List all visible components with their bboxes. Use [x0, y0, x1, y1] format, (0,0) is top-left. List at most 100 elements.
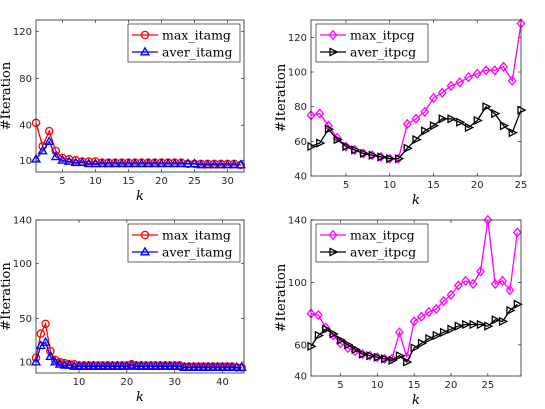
- data-point: [83, 158, 94, 168]
- x-tick-label: 5: [343, 180, 349, 191]
- data-point: [484, 321, 494, 331]
- data-point: [421, 126, 431, 136]
- y-tick-label: 50: [19, 314, 32, 325]
- legend-label: max_itamg: [162, 28, 231, 43]
- x-tick-label: 20: [155, 176, 168, 187]
- x-axis-label: k: [412, 393, 420, 408]
- data-point: [403, 143, 413, 153]
- data-point: [412, 134, 422, 145]
- y-axis-label: #Iteration: [0, 61, 14, 130]
- y-tick-label: 40: [294, 172, 307, 183]
- data-point: [491, 108, 501, 119]
- data-point: [388, 355, 398, 366]
- data-point: [366, 351, 376, 361]
- x-tick-label: 10: [73, 377, 86, 388]
- data-point: [498, 316, 509, 327]
- data-point: [358, 349, 369, 359]
- data-point: [512, 227, 522, 238]
- legend-swatch-marker: [139, 46, 151, 56]
- data-point: [45, 351, 56, 361]
- y-tick-label: 10: [19, 156, 32, 167]
- data-point: [439, 295, 449, 307]
- data-point: [40, 336, 51, 346]
- data-point: [464, 122, 475, 133]
- y-tick-label: 40: [19, 121, 32, 132]
- data-point: [499, 121, 510, 131]
- legend-swatch-marker: [139, 246, 151, 256]
- y-tick-label: 100: [288, 68, 307, 79]
- legend-box: [315, 23, 429, 63]
- panel-top-right: 5 10 15 20 25 40 60 80 100 120 k #Iteration max_itpc…: [274, 18, 527, 208]
- data-point: [464, 72, 473, 83]
- x-axis-label: k: [136, 390, 144, 405]
- data-point: [90, 158, 101, 168]
- x-tick-label: 40: [216, 377, 229, 388]
- data-point: [482, 102, 492, 112]
- data-point: [483, 214, 493, 226]
- legend: max_itamg aver_itamg: [127, 223, 241, 263]
- data-point: [189, 158, 200, 168]
- data-point: [123, 158, 134, 168]
- data-point: [162, 158, 174, 168]
- data-point: [417, 338, 428, 348]
- data-point: [453, 280, 463, 291]
- legend-swatch-marker: [140, 30, 150, 40]
- data-point: [462, 319, 472, 330]
- data-point: [176, 158, 187, 168]
- axes-frame: [310, 19, 522, 177]
- data-point: [395, 351, 406, 361]
- data-point: [454, 321, 465, 331]
- panel-top-left: 5 10 15 20 25 30 10 40 80 120 k #Iteration max_itamg…: [0, 19, 246, 204]
- data-point: [469, 319, 479, 330]
- y-tick-label: 120: [13, 27, 32, 38]
- data-point: [333, 134, 343, 145]
- x-tick-label: 5: [59, 176, 65, 187]
- data-point: [51, 146, 61, 156]
- legend-box: [315, 223, 429, 263]
- data-point: [44, 126, 54, 136]
- x-tick-label: 30: [168, 377, 181, 388]
- data-point: [411, 113, 421, 124]
- data-point: [508, 128, 518, 138]
- data-point: [506, 305, 516, 316]
- data-point: [315, 108, 325, 119]
- legend: max_itpcg aver_itpcg: [315, 223, 429, 263]
- data-point: [437, 87, 447, 98]
- data-point: [447, 114, 457, 124]
- legend-box: [127, 23, 241, 63]
- data-point: [432, 330, 442, 341]
- data-point: [110, 158, 121, 168]
- data-point: [228, 159, 240, 169]
- data-point: [490, 278, 500, 290]
- legend-label: aver_itamg: [162, 45, 232, 60]
- data-point: [143, 158, 154, 168]
- data-point: [57, 154, 68, 164]
- data-point: [316, 138, 326, 148]
- data-point: [439, 327, 450, 337]
- data-point: [44, 136, 55, 146]
- data-point: [431, 303, 441, 315]
- data-point: [386, 154, 396, 164]
- data-point: [156, 158, 167, 168]
- y-axis-label: #Iteration: [274, 263, 289, 332]
- data-point: [403, 357, 413, 367]
- data-point: [402, 118, 412, 130]
- x-tick-label: 25: [481, 380, 494, 391]
- x-tick-label: 20: [120, 377, 133, 388]
- data-point: [409, 316, 419, 327]
- data-point: [77, 157, 88, 167]
- y-tick-label: 60: [294, 340, 307, 351]
- data-point: [329, 329, 339, 339]
- data-point: [322, 324, 332, 334]
- data-point: [507, 75, 517, 86]
- x-tick-label: 10: [371, 380, 384, 391]
- data-point: [447, 324, 457, 334]
- data-point: [394, 327, 404, 338]
- data-point: [410, 343, 420, 353]
- data-point: [103, 158, 114, 168]
- series-aver_itpcg: [307, 299, 523, 367]
- data-point: [324, 124, 335, 134]
- data-point: [472, 68, 482, 79]
- x-tick-label: 15: [427, 180, 440, 191]
- legend: max_itamg aver_itamg: [127, 23, 241, 63]
